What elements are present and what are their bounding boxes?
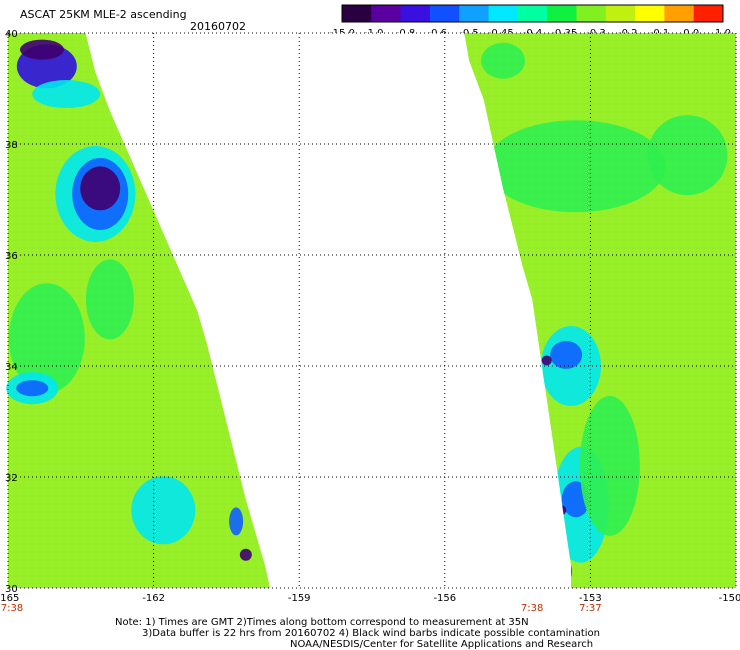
time-label: 7:37	[579, 603, 601, 614]
lon-tick-label: -153	[579, 593, 602, 604]
colorbar-frame	[341, 4, 724, 23]
product-title: ASCAT 25KM MLE-2 ascending	[20, 8, 187, 21]
lon-tick-label: -150	[719, 593, 740, 604]
colorbar-swatch	[693, 5, 724, 22]
time-label: 7:38	[521, 603, 543, 614]
lat-tick-label: 34	[5, 362, 18, 373]
note-line-2: 3)Data buffer is 22 hrs from 20160702 4)…	[142, 628, 600, 639]
lat-tick-label: 32	[5, 473, 18, 484]
colorbar-swatch	[547, 5, 577, 22]
lat-tick-label: 36	[5, 251, 18, 262]
lon-tick-label: -159	[288, 593, 311, 604]
colorbar-swatch	[576, 5, 607, 22]
note-line-3: NOAA/NESDIS/Center for Satellite Applica…	[290, 639, 594, 650]
time-label: 7:38	[1, 603, 23, 614]
graticule	[7, 32, 737, 589]
note-line-1: Note: 1) Times are GMT 2)Times along bot…	[115, 617, 529, 628]
colorbar-swatch	[488, 5, 519, 22]
colorbar-swatch	[635, 5, 665, 22]
colorbar-swatch	[605, 5, 636, 22]
lat-tick-label: 30	[5, 584, 18, 595]
lat-tick-label: 38	[5, 140, 18, 151]
lon-tick-label: -162	[142, 593, 165, 604]
colorbar-swatch	[400, 5, 431, 22]
colorbar-swatch	[429, 5, 460, 22]
product-date: 20160702	[190, 20, 246, 33]
swath-gap	[85, 33, 571, 588]
colorbar-swatch	[371, 5, 402, 22]
colorbar-swatch	[342, 5, 372, 22]
colorbar-swatch	[459, 5, 490, 22]
colorbar-swatch	[517, 5, 548, 22]
colorbar-swatch	[664, 5, 695, 22]
lon-tick-label: -165	[0, 593, 19, 604]
lat-tick-label: 40	[5, 29, 18, 40]
lon-tick-label: -156	[433, 593, 456, 604]
